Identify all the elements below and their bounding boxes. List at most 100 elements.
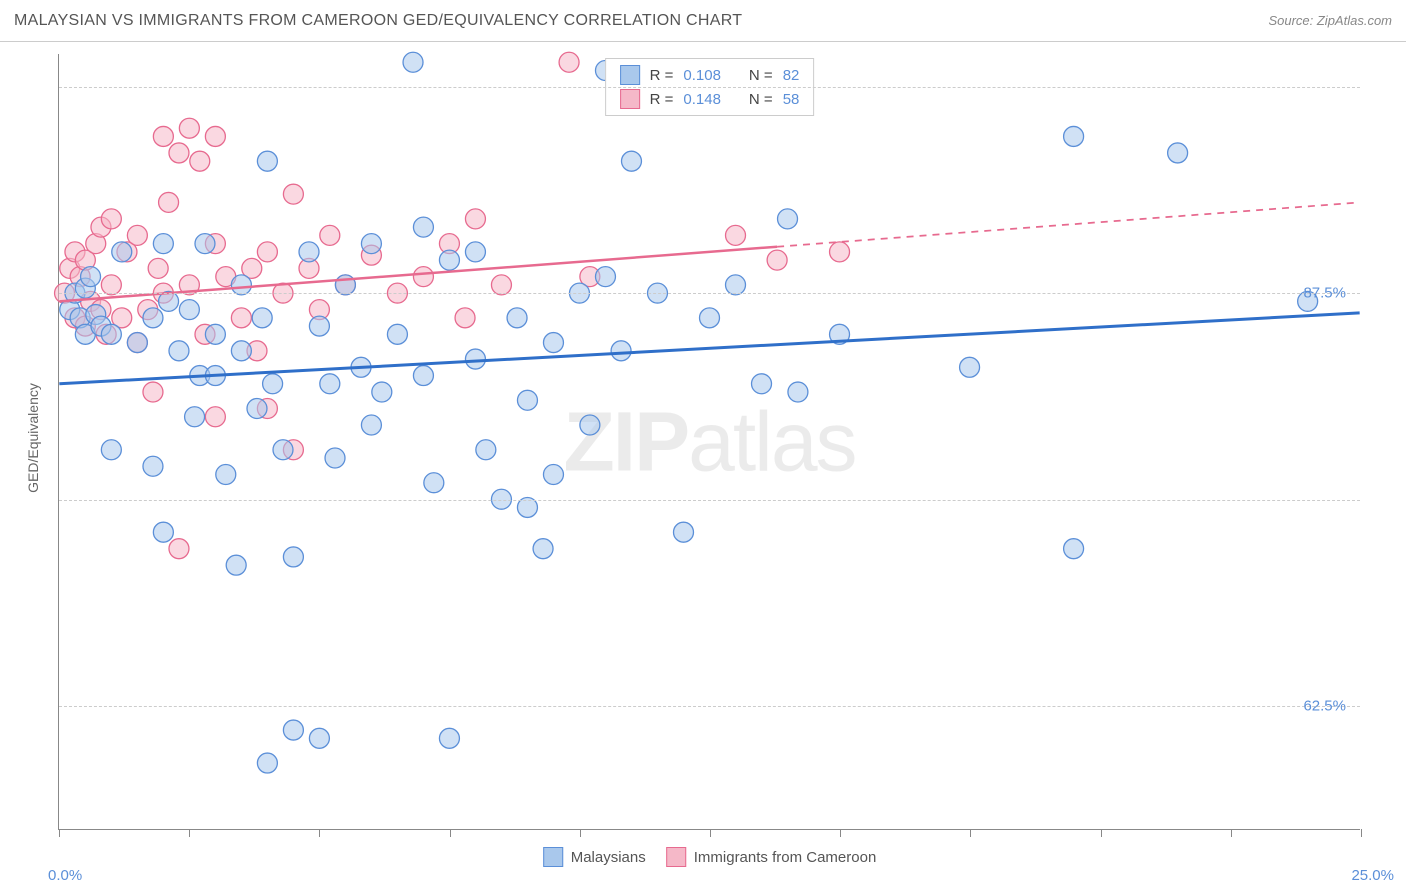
data-point (195, 234, 215, 254)
data-point (112, 242, 132, 262)
data-point (1064, 126, 1084, 146)
data-point (325, 448, 345, 468)
swatch-series2 (620, 89, 640, 109)
n-label-1: N = (749, 67, 773, 84)
data-point (320, 225, 340, 245)
data-point (101, 275, 121, 295)
legend-series: Malaysians Immigrants from Cameroon (543, 847, 877, 867)
data-point (476, 440, 496, 460)
data-point (387, 324, 407, 344)
data-point (1064, 539, 1084, 559)
data-point (185, 407, 205, 427)
data-point (81, 267, 101, 287)
data-point (101, 440, 121, 460)
data-point (413, 217, 433, 237)
data-point (247, 399, 267, 419)
data-point (148, 258, 168, 278)
y-axis-label: GED/Equivalency (25, 383, 41, 493)
data-point (559, 52, 579, 72)
data-point (830, 242, 850, 262)
source-label: Source: ZipAtlas.com (1268, 13, 1392, 28)
chart-svg (59, 54, 1360, 829)
legend-label-2: Immigrants from Cameroon (694, 849, 877, 866)
data-point (231, 308, 251, 328)
data-point (465, 349, 485, 369)
data-point (205, 126, 225, 146)
data-point (465, 242, 485, 262)
title-bar: MALAYSIAN VS IMMIGRANTS FROM CAMEROON GE… (0, 0, 1406, 42)
data-point (767, 250, 787, 270)
trend-line-extrapolated (777, 202, 1360, 246)
y-tick-label: 62.5% (1303, 698, 1346, 715)
legend-label-1: Malaysians (571, 849, 646, 866)
legend-corr-row-1: R = 0.108 N = 82 (620, 65, 800, 85)
data-point (543, 464, 563, 484)
n-value-2: 58 (783, 91, 800, 108)
data-point (413, 366, 433, 386)
data-point (159, 192, 179, 212)
data-point (726, 275, 746, 295)
data-point (517, 390, 537, 410)
data-point (320, 374, 340, 394)
data-point (455, 308, 475, 328)
data-point (216, 464, 236, 484)
data-point (169, 341, 189, 361)
data-point (169, 143, 189, 163)
data-point (700, 308, 720, 328)
data-point (543, 333, 563, 353)
data-point (231, 341, 251, 361)
n-value-1: 82 (783, 67, 800, 84)
data-point (439, 728, 459, 748)
data-point (788, 382, 808, 402)
legend-item-1: Malaysians (543, 847, 646, 867)
data-point (252, 308, 272, 328)
data-point (127, 333, 147, 353)
data-point (127, 225, 147, 245)
data-point (309, 728, 329, 748)
r-value-2: 0.148 (683, 91, 721, 108)
chart-container: MALAYSIAN VS IMMIGRANTS FROM CAMEROON GE… (0, 0, 1406, 892)
n-label-2: N = (749, 91, 773, 108)
legend-corr-row-2: R = 0.148 N = 58 (620, 89, 800, 109)
data-point (403, 52, 423, 72)
data-point (257, 151, 277, 171)
data-point (263, 374, 283, 394)
swatch-series1 (620, 65, 640, 85)
r-label-1: R = (650, 67, 674, 84)
swatch-series2-b (666, 847, 686, 867)
data-point (372, 382, 392, 402)
data-point (273, 440, 293, 460)
data-point (960, 357, 980, 377)
data-point (205, 407, 225, 427)
data-point (205, 324, 225, 344)
data-point (283, 720, 303, 740)
data-point (179, 300, 199, 320)
data-point (309, 316, 329, 336)
plot-area: ZIPatlas R = 0.108 N = 82 R = 0.148 N = … (58, 54, 1360, 830)
data-point (424, 473, 444, 493)
data-point (413, 267, 433, 287)
data-point (465, 209, 485, 229)
data-point (153, 234, 173, 254)
data-point (153, 126, 173, 146)
data-point (726, 225, 746, 245)
data-point (361, 234, 381, 254)
data-point (283, 547, 303, 567)
data-point (674, 522, 694, 542)
data-point (361, 415, 381, 435)
data-point (143, 308, 163, 328)
r-value-1: 0.108 (683, 67, 721, 84)
data-point (101, 324, 121, 344)
data-point (283, 184, 303, 204)
data-point (533, 539, 553, 559)
data-point (226, 555, 246, 575)
data-point (190, 151, 210, 171)
data-point (299, 242, 319, 262)
x-max-label: 25.0% (1351, 867, 1394, 884)
y-tick-label: 87.5% (1303, 285, 1346, 302)
x-min-label: 0.0% (48, 867, 82, 884)
data-point (595, 267, 615, 287)
data-point (752, 374, 772, 394)
r-label-2: R = (650, 91, 674, 108)
legend-item-2: Immigrants from Cameroon (666, 847, 877, 867)
